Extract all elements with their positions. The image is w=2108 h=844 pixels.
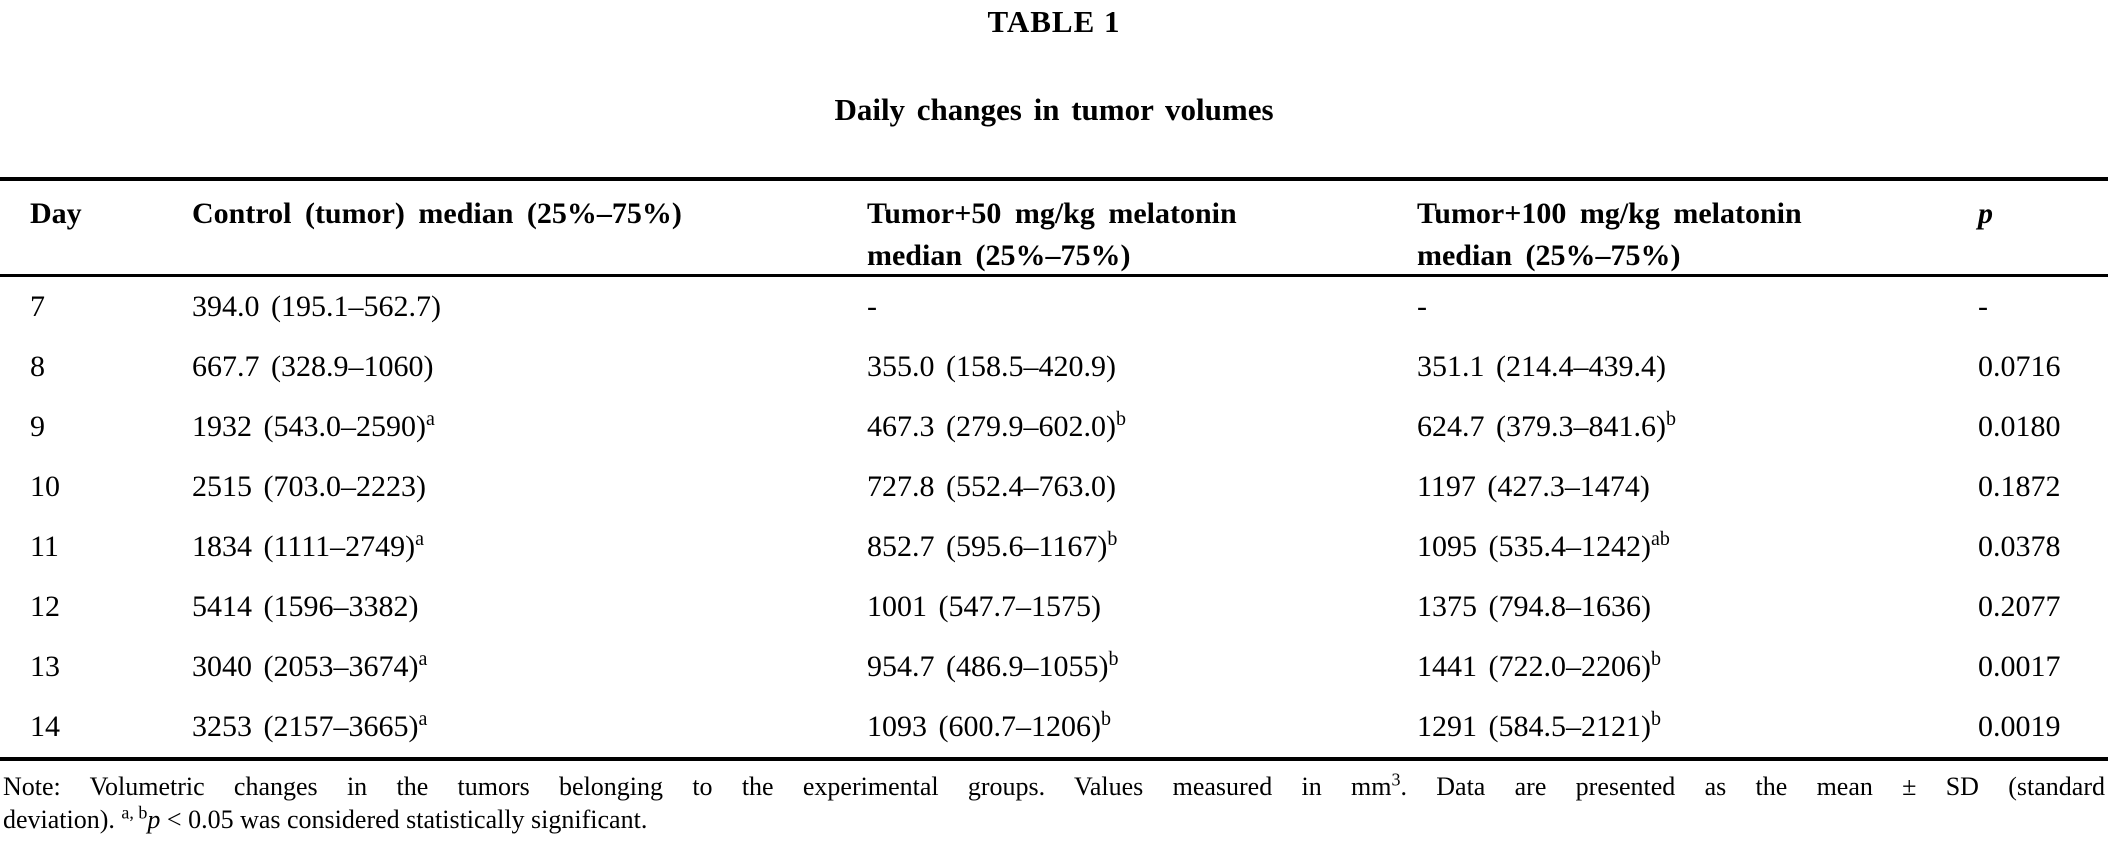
- cell-melatonin-50: 1093 (600.7–1206)b: [867, 708, 1111, 743]
- significance-superscript: b: [1115, 408, 1126, 430]
- significance-superscript: b: [1650, 648, 1661, 670]
- mm-cubed-superscript: 3: [1391, 769, 1401, 790]
- cell-melatonin-50: -: [867, 290, 877, 323]
- cell-p-value: 0.0378: [1978, 530, 2061, 563]
- cell-day: 10: [30, 470, 60, 503]
- cell-p-value: -: [1978, 290, 1988, 323]
- cell-melatonin-100: 1095 (535.4–1242)ab: [1417, 528, 1670, 563]
- cell-melatonin-50: 1001 (547.7–1575): [867, 590, 1101, 623]
- table-note: Note: Volumetric changes in the tumors b…: [3, 770, 2105, 836]
- significance-superscript: b: [1107, 528, 1118, 550]
- cell-day: 12: [30, 590, 60, 623]
- significance-superscript: b: [1100, 708, 1111, 730]
- significance-superscript: b: [1108, 648, 1119, 670]
- cell-day: 11: [30, 530, 59, 563]
- table-row: 8 667.7 (328.9–1060) 355.0 (158.5–420.9)…: [0, 337, 2108, 397]
- cell-control: 1834 (1111–2749)a: [192, 528, 425, 563]
- cell-control: 1932 (543.0–2590)a: [192, 408, 435, 443]
- note-line-1: Note: Volumetric changes in the tumors b…: [3, 769, 2105, 801]
- significance-superscript: a: [415, 528, 425, 550]
- cell-control: 5414 (1596–3382): [192, 590, 419, 623]
- cell-melatonin-100: -: [1417, 290, 1427, 323]
- cell-control: 394.0 (195.1–562.7): [192, 290, 441, 323]
- cell-p-value: 0.2077: [1978, 590, 2061, 623]
- cell-melatonin-50: 852.7 (595.6–1167)b: [867, 528, 1118, 563]
- significance-superscript: ab: [1650, 528, 1670, 550]
- cell-melatonin-100: 351.1 (214.4–439.4): [1417, 350, 1666, 383]
- cell-melatonin-100: 624.7 (379.3–841.6)b: [1417, 408, 1676, 443]
- cell-p-value: 0.1872: [1978, 470, 2061, 503]
- significance-superscript: b: [1665, 408, 1676, 430]
- note-line-2: deviation). a, bp < 0.05 was considered …: [3, 802, 648, 834]
- header-day: Day: [30, 197, 82, 230]
- significance-superscript: a: [418, 648, 428, 670]
- table-row: 12 5414 (1596–3382) 1001 (547.7–1575) 13…: [0, 577, 2108, 637]
- cell-melatonin-100: 1441 (722.0–2206)b: [1417, 648, 1661, 683]
- table-label: TABLE 1: [987, 4, 1121, 39]
- significance-superscript: a, b: [121, 802, 148, 823]
- table-row: 9 1932 (543.0–2590)a 467.3 (279.9–602.0)…: [0, 397, 2108, 457]
- cell-melatonin-100: 1375 (794.8–1636): [1417, 590, 1651, 623]
- cell-p-value: 0.0017: [1978, 650, 2061, 683]
- cell-melatonin-50: 355.0 (158.5–420.9): [867, 350, 1116, 383]
- header-control: Control (tumor) median (25%–75%): [192, 197, 682, 230]
- cell-day: 9: [30, 410, 45, 443]
- data-table: Day Control (tumor) median (25%–75%) Tum…: [0, 177, 2108, 761]
- table-row: 14 3253 (2157–3665)a 1093 (600.7–1206)b …: [0, 697, 2108, 757]
- table-header-row: Day Control (tumor) median (25%–75%) Tum…: [0, 181, 2108, 277]
- significance-superscript: a: [425, 408, 435, 430]
- cell-control: 3040 (2053–3674)a: [192, 648, 428, 683]
- p-symbol: p: [147, 805, 161, 834]
- cell-melatonin-50: 467.3 (279.9–602.0)b: [867, 408, 1126, 443]
- table-row: 13 3040 (2053–3674)a 954.7 (486.9–1055)b…: [0, 637, 2108, 697]
- cell-p-value: 0.0716: [1978, 350, 2061, 383]
- table-row: 11 1834 (1111–2749)a 852.7 (595.6–1167)b…: [0, 517, 2108, 577]
- cell-p-value: 0.0180: [1978, 410, 2061, 443]
- cell-melatonin-100: 1291 (584.5–2121)b: [1417, 708, 1661, 743]
- significance-superscript: a: [418, 708, 428, 730]
- cell-control: 2515 (703.0–2223): [192, 470, 426, 503]
- significance-superscript: b: [1650, 708, 1661, 730]
- header-melatonin-100: Tumor+100 mg/kg melatonin median (25%–75…: [1417, 197, 1802, 272]
- table-row: 10 2515 (703.0–2223) 727.8 (552.4–763.0)…: [0, 457, 2108, 517]
- table-title: Daily changes in tumor volumes: [834, 92, 1274, 127]
- cell-melatonin-50: 954.7 (486.9–1055)b: [867, 648, 1119, 683]
- cell-day: 7: [30, 290, 45, 323]
- header-p-value: p: [1978, 197, 1993, 230]
- table-row: 7 394.0 (195.1–562.7) - - -: [0, 277, 2108, 337]
- cell-day: 13: [30, 650, 60, 683]
- cell-day: 14: [30, 710, 60, 743]
- cell-melatonin-100: 1197 (427.3–1474): [1417, 470, 1650, 503]
- cell-p-value: 0.0019: [1978, 710, 2061, 743]
- cell-day: 8: [30, 350, 45, 383]
- cell-melatonin-50: 727.8 (552.4–763.0): [867, 470, 1116, 503]
- cell-control: 3253 (2157–3665)a: [192, 708, 428, 743]
- header-melatonin-50: Tumor+50 mg/kg melatonin median (25%–75%…: [867, 197, 1237, 272]
- cell-control: 667.7 (328.9–1060): [192, 350, 434, 383]
